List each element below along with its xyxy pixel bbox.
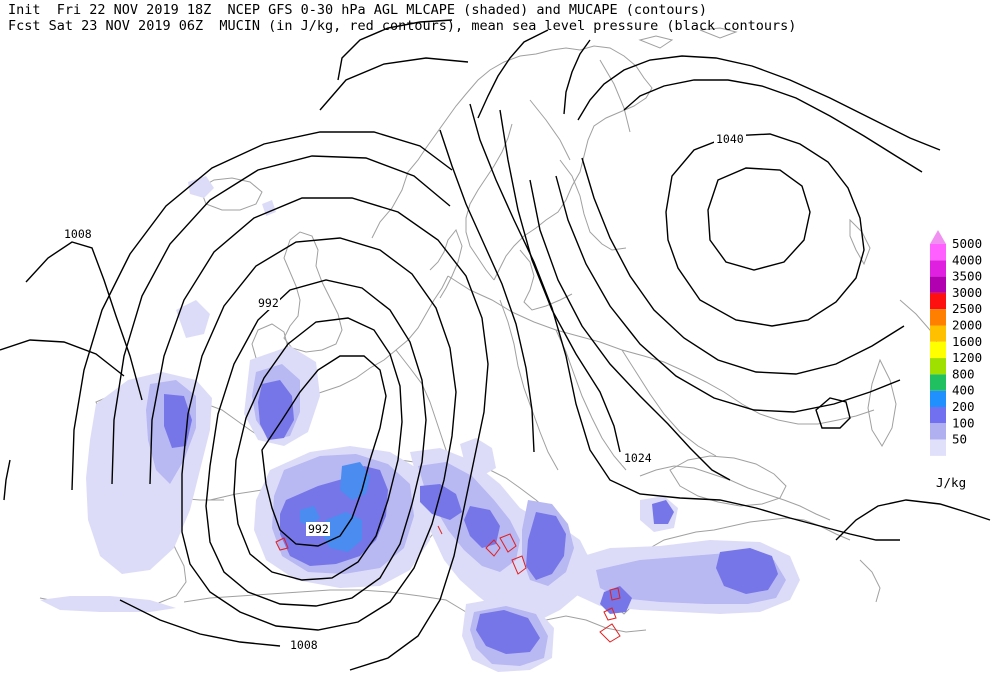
isobar-labels: 1040 1008 992 992 1024 1008	[62, 132, 746, 652]
legend-label-800: 800	[952, 366, 975, 381]
legend-arrow-top	[930, 230, 946, 244]
title-line-1: NCEP GFS 0-30 hPa AGL MLCAPE (shaded) an…	[227, 2, 708, 18]
fcst-label: Fcst	[8, 18, 41, 34]
init-value: Fri 22 NOV 2019 18Z	[56, 2, 212, 18]
mslp-isobars	[0, 19, 991, 671]
legend-unit: J/kg	[936, 475, 966, 490]
legend-label-5000: 5000	[952, 236, 982, 251]
legend-label-400: 400	[952, 383, 975, 398]
isobar-label-992-south: 992	[308, 522, 329, 536]
legend-label-2500: 2500	[952, 301, 982, 316]
isobar-label-1008-south: 1008	[290, 638, 318, 652]
legend-swatch-2000	[930, 325, 946, 342]
init-label: Init	[8, 2, 41, 18]
legend-swatch-3500	[930, 276, 946, 293]
legend-label-4000: 4000	[952, 252, 982, 267]
legend-label-200: 200	[952, 399, 975, 414]
legend-label-1200: 1200	[952, 350, 982, 365]
legend-swatch-1600	[930, 341, 946, 359]
legend-swatch-1200	[930, 358, 946, 375]
legend-swatch-100	[930, 423, 946, 440]
cape-shading	[40, 176, 800, 672]
legend-label-2000: 2000	[952, 318, 982, 333]
isobar-label-1024: 1024	[624, 451, 652, 465]
isobar-label-1008-west: 1008	[64, 227, 92, 241]
legend-swatch-2500	[930, 309, 946, 326]
isobar-label-1040: 1040	[716, 132, 744, 146]
legend-swatch-3000	[930, 292, 946, 310]
legend-swatch-400	[930, 390, 946, 407]
legend-swatch-800	[930, 374, 946, 391]
legend-swatch-5000	[930, 244, 946, 261]
header-line-2: Fcst Sat 23 NOV 2019 06Z MUCIN (in J/kg,…	[8, 18, 796, 34]
legend-swatch-200	[930, 407, 946, 424]
legend-label-3500: 3500	[952, 269, 982, 284]
legend-label-100: 100	[952, 415, 975, 430]
legend-swatch-50	[930, 439, 946, 456]
legend-label-50: 50	[952, 432, 967, 447]
fcst-value: Sat 23 NOV 2019 06Z	[48, 18, 204, 34]
legend-swatch-4000	[930, 260, 946, 277]
mucin-contours	[275, 525, 621, 643]
legend-label-1600: 1600	[952, 334, 982, 349]
legend-label-3000: 3000	[952, 285, 982, 300]
header-line-1: Init Fri 22 NOV 2019 18Z NCEP GFS 0-30 h…	[8, 2, 707, 18]
title-line-2: MUCIN (in J/kg, red contours), mean sea …	[219, 18, 797, 34]
isobar-label-992-north: 992	[258, 296, 279, 310]
